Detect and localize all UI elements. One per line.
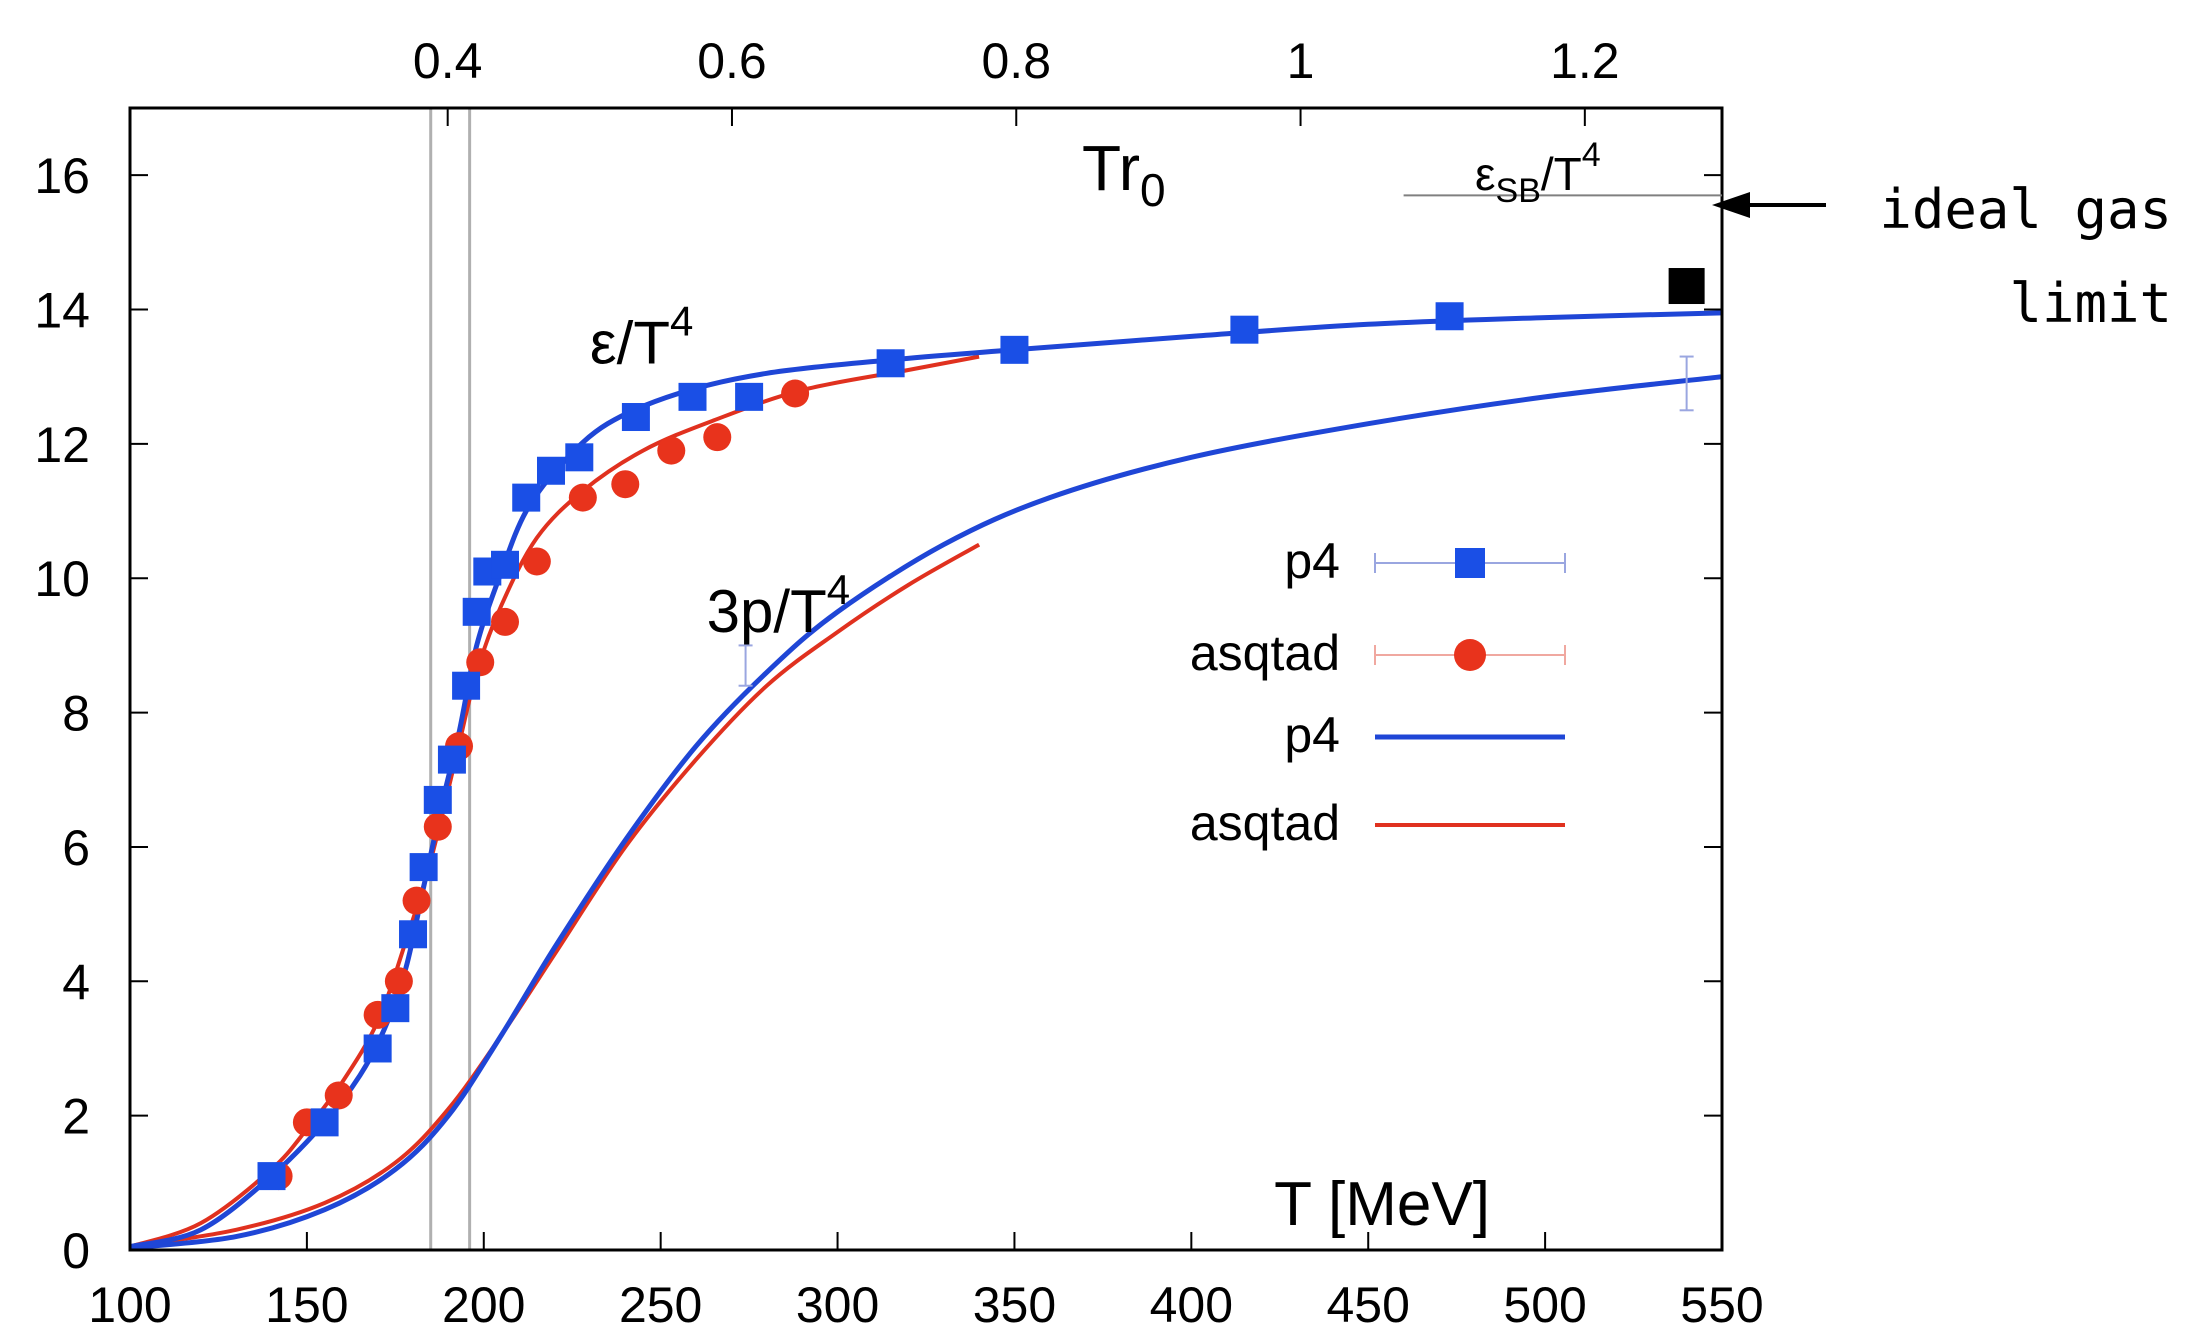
energy-curve-label-base: ε/T <box>590 309 670 376</box>
sb-limit-label-base: ε <box>1475 148 1496 200</box>
legend-label-asqtad-line: asqtad <box>1190 795 1340 851</box>
y-tick-label: 14 <box>34 283 90 339</box>
ticks-layer: 100 150 200 250 300 350 400 450 500 5500246810121… <box>34 33 1763 1333</box>
curves-layer <box>129 108 1723 1251</box>
x-tick-label: 150 <box>265 1277 348 1333</box>
p4-data-point <box>462 597 491 626</box>
y-tick-label: 10 <box>34 551 90 607</box>
asqtad-data-point <box>324 1081 353 1110</box>
y-tick-label: 2 <box>62 1089 90 1145</box>
asqtad-data-point <box>568 483 597 512</box>
p4-data-point <box>381 994 410 1023</box>
legend-marker-p4-square <box>1455 548 1485 578</box>
points-layer <box>257 268 1705 1191</box>
annotation-line-1: ideal gas <box>1879 178 2172 241</box>
error-bars-layer <box>738 355 1694 687</box>
top-tick-label: 1 <box>1287 33 1315 89</box>
pressure-curve-asqtad <box>129 542 981 1249</box>
p4-data-point <box>876 349 905 378</box>
plot-frame <box>128 106 1724 1252</box>
x-tick-label: 400 <box>1150 1277 1233 1333</box>
y-tick-label: 6 <box>62 820 90 876</box>
asqtad-data-point <box>703 423 732 452</box>
legend-marker-asqtad-circle <box>1454 639 1486 671</box>
asqtad-data-point <box>522 547 551 576</box>
sb-limit-label-sub: SB <box>1496 172 1541 210</box>
asqtad-data-point <box>781 379 810 408</box>
p4-data-point <box>565 443 594 472</box>
x-tick-label: 550 <box>1680 1277 1763 1333</box>
p4-data-point <box>1435 302 1464 331</box>
energy-curve-p4 <box>129 310 1723 1250</box>
arrow-head <box>1712 192 1750 218</box>
p4-data-point <box>678 382 707 411</box>
asqtad-data-point <box>384 967 413 996</box>
y-tick-label: 8 <box>62 686 90 742</box>
top-tick-label: 0.4 <box>413 33 483 89</box>
top-axis-label-base: Tr <box>1082 132 1140 204</box>
x-tick-label: 300 <box>796 1277 879 1333</box>
pressure-curve-label: 3p/T4 <box>707 566 850 645</box>
p4-data-point <box>1230 315 1259 344</box>
x-tick-label: 100 <box>88 1277 171 1333</box>
legend: p4 asqtad p4 asqtad <box>1190 533 1566 851</box>
y-tick-label: 0 <box>62 1223 90 1279</box>
p4-data-point <box>310 1108 339 1137</box>
ideal-gas-arrow <box>1712 192 1826 218</box>
top-tick-label: 0.8 <box>982 33 1052 89</box>
x-axis-label: T [MeV] <box>1274 1170 1490 1239</box>
legend-label-p4-points: p4 <box>1284 533 1340 589</box>
top-axis-label: Tr0 <box>1082 132 1166 216</box>
pressure-curve-p4 <box>129 374 1723 1251</box>
top-axis-label-sub: 0 <box>1140 164 1166 216</box>
legend-label-p4-line: p4 <box>1284 707 1340 763</box>
annotation-line-2: limit <box>2009 272 2172 335</box>
top-tick-label: 0.6 <box>697 33 767 89</box>
pressure-curve-label-sup: 4 <box>827 566 850 613</box>
energy-curve-label: ε/T4 <box>590 297 693 376</box>
x-tick-label: 500 <box>1503 1277 1586 1333</box>
pressure-curve-label-base: 3p/T <box>707 578 827 645</box>
x-tick-label: 200 <box>442 1277 525 1333</box>
x-tick-label: 250 <box>619 1277 702 1333</box>
p4-data-point <box>452 671 481 700</box>
energy-curve-label-sup: 4 <box>670 297 693 344</box>
p4-data-point <box>536 456 565 485</box>
y-tick-label: 16 <box>34 148 90 204</box>
p4-data-point <box>735 382 764 411</box>
asqtad-data-point <box>657 436 686 465</box>
asqtad-data-point <box>423 812 452 841</box>
sb-limit-label: εSB/T4 <box>1475 136 1601 210</box>
top-tick-label: 1.2 <box>1550 33 1620 89</box>
asqtad-data-point <box>402 886 431 915</box>
p4-data-point <box>491 550 520 579</box>
asqtad-data-point <box>466 648 495 677</box>
black-marker <box>1668 268 1705 305</box>
asqtad-data-point <box>611 470 640 499</box>
y-tick-label: 4 <box>62 954 90 1010</box>
x-tick-label: 450 <box>1327 1277 1410 1333</box>
sb-limit-label-rest: /T <box>1541 148 1582 200</box>
p4-data-point <box>1000 335 1029 364</box>
p4-data-point <box>437 745 466 774</box>
p4-data-point <box>363 1034 392 1063</box>
p4-data-point <box>399 920 428 949</box>
asqtad-data-point <box>491 607 520 636</box>
x-tick-label: 350 <box>973 1277 1056 1333</box>
sb-limit-label-sup: 4 <box>1582 136 1601 174</box>
p4-data-point <box>512 483 541 512</box>
energy-curve-asqtad <box>129 354 980 1249</box>
y-tick-label: 12 <box>34 417 90 473</box>
p4-data-point <box>409 853 438 882</box>
p4-data-point <box>621 403 650 432</box>
legend-label-asqtad-points: asqtad <box>1190 625 1340 681</box>
p4-data-point <box>423 785 452 814</box>
p4-data-point <box>257 1162 286 1191</box>
